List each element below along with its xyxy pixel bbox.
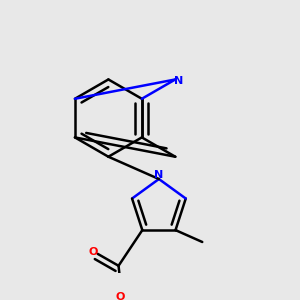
Text: O: O: [115, 292, 125, 300]
Text: N: N: [154, 170, 164, 181]
Text: N: N: [174, 76, 183, 86]
Text: O: O: [88, 248, 98, 257]
